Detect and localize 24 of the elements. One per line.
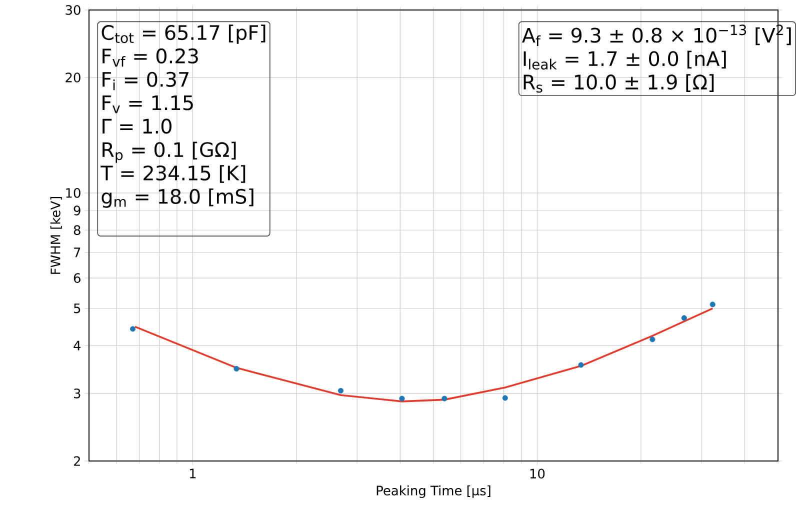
y-tick-label: 10 [66, 188, 80, 198]
y-axis-title: FWHM [keV] [50, 196, 62, 274]
annotation: I$_{leak}$ = 1.7 ± 0.0 [nA] [524, 50, 726, 70]
annotation: g$_{m}$ = 18.0 [mS] [102, 188, 254, 208]
x-axis-title: Peaking Time [μs] [376, 485, 490, 498]
x-tick-label: 1 [190, 468, 196, 478]
y-tick-label: 30 [66, 5, 80, 15]
y-tick-label: 5 [74, 304, 80, 314]
annotation: R$_{p}$ = 0.1 [GΩ] [102, 142, 236, 163]
y-tick-label: 6 [74, 273, 80, 283]
annotation: F$_{vf}$ = 0.23 [102, 48, 198, 67]
annotation: F$_{v}$ = 1.15 [102, 96, 193, 114]
y-tick-label: 3 [74, 388, 80, 398]
y-tick-label: 7 [74, 248, 80, 258]
annotation: R$_{s}$ = 10.0 ± 1.9 [Ω] [524, 74, 714, 93]
y-tick-label: 20 [66, 72, 80, 82]
annotation: C$_{tot}$ = 65.17 [pF] [102, 24, 266, 44]
annotation: F$_{i}$ = 0.37 [102, 72, 188, 90]
y-tick-label: 9 [74, 206, 80, 216]
y-tick-label: 4 [74, 340, 81, 350]
y-tick-label: 2 [74, 456, 80, 466]
annotation: Γ = 1.0 [102, 118, 172, 134]
y-tick-label: 8 [74, 225, 80, 236]
annotation: T = 234.15 [K] [100, 165, 246, 183]
